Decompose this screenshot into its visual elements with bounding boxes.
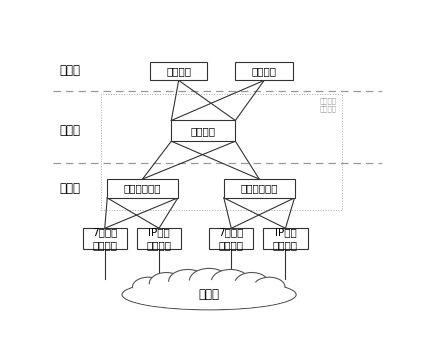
Text: 7号信令
采集设备: 7号信令 采集设备 bbox=[219, 228, 244, 250]
Text: 共享层: 共享层 bbox=[59, 64, 81, 77]
Ellipse shape bbox=[235, 272, 269, 295]
Text: IP信令
采集设备: IP信令 采集设备 bbox=[146, 228, 171, 250]
Text: 汇聚层: 汇聚层 bbox=[59, 123, 81, 137]
Text: 相关系统: 相关系统 bbox=[251, 66, 276, 76]
Ellipse shape bbox=[133, 277, 164, 297]
FancyBboxPatch shape bbox=[171, 121, 235, 141]
Text: 监测系统: 监测系统 bbox=[166, 66, 191, 76]
Ellipse shape bbox=[254, 277, 285, 297]
Ellipse shape bbox=[124, 280, 295, 309]
FancyBboxPatch shape bbox=[150, 62, 207, 80]
FancyBboxPatch shape bbox=[224, 179, 295, 198]
FancyBboxPatch shape bbox=[209, 228, 254, 249]
Text: 信令采集网关: 信令采集网关 bbox=[124, 183, 161, 194]
Text: 信令采集网关: 信令采集网关 bbox=[240, 183, 278, 194]
Text: 汇聚设备: 汇聚设备 bbox=[191, 126, 216, 136]
Text: 信令网: 信令网 bbox=[198, 288, 220, 301]
Text: 采集层: 采集层 bbox=[59, 182, 81, 195]
FancyBboxPatch shape bbox=[137, 228, 181, 249]
Ellipse shape bbox=[122, 279, 296, 310]
Text: 7号信令
采集设备: 7号信令 采集设备 bbox=[92, 228, 117, 250]
Text: IP信令
采集设备: IP信令 采集设备 bbox=[273, 228, 298, 250]
FancyBboxPatch shape bbox=[235, 62, 293, 80]
Ellipse shape bbox=[190, 269, 229, 293]
Ellipse shape bbox=[149, 272, 184, 295]
Ellipse shape bbox=[169, 270, 207, 293]
FancyBboxPatch shape bbox=[263, 228, 308, 249]
Ellipse shape bbox=[212, 270, 249, 293]
FancyBboxPatch shape bbox=[83, 228, 127, 249]
Text: 采集网关
汇聚系统: 采集网关 汇聚系统 bbox=[319, 98, 336, 112]
FancyBboxPatch shape bbox=[107, 179, 178, 198]
